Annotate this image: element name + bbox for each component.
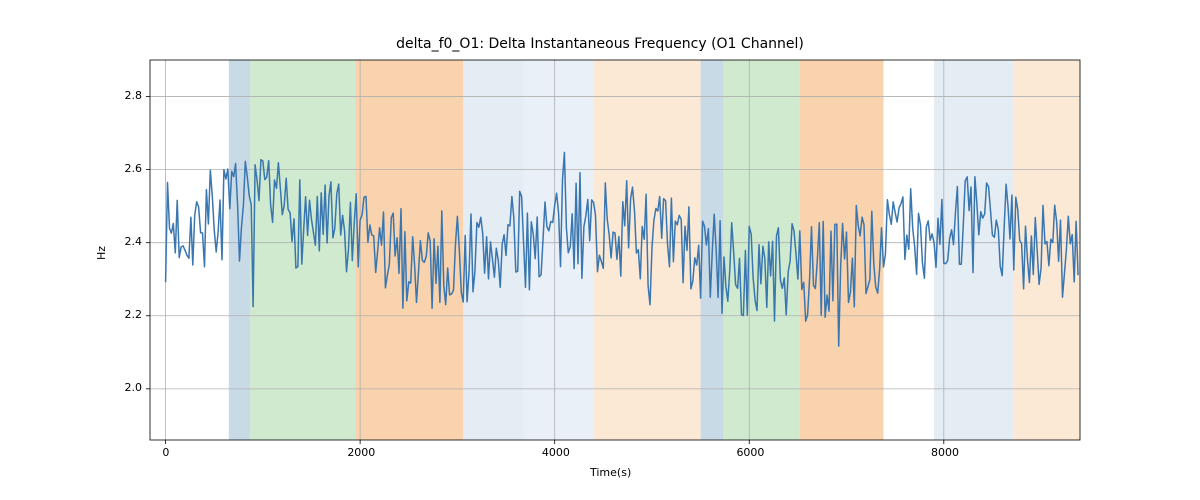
x-tick-label: 4000 [542,446,570,459]
y-tick-label: 2.8 [125,89,143,102]
chart-canvas [0,0,1200,500]
x-tick-label: 6000 [736,446,764,459]
x-tick-label: 0 [162,446,169,459]
background-band [355,60,463,440]
y-tick-label: 2.0 [125,381,143,394]
background-band [723,60,800,440]
x-tick-label: 2000 [347,446,375,459]
y-tick-label: 2.4 [125,235,143,248]
x-tick-label: 8000 [931,446,959,459]
y-tick-label: 2.6 [125,162,143,175]
y-tick-label: 2.2 [125,308,143,321]
